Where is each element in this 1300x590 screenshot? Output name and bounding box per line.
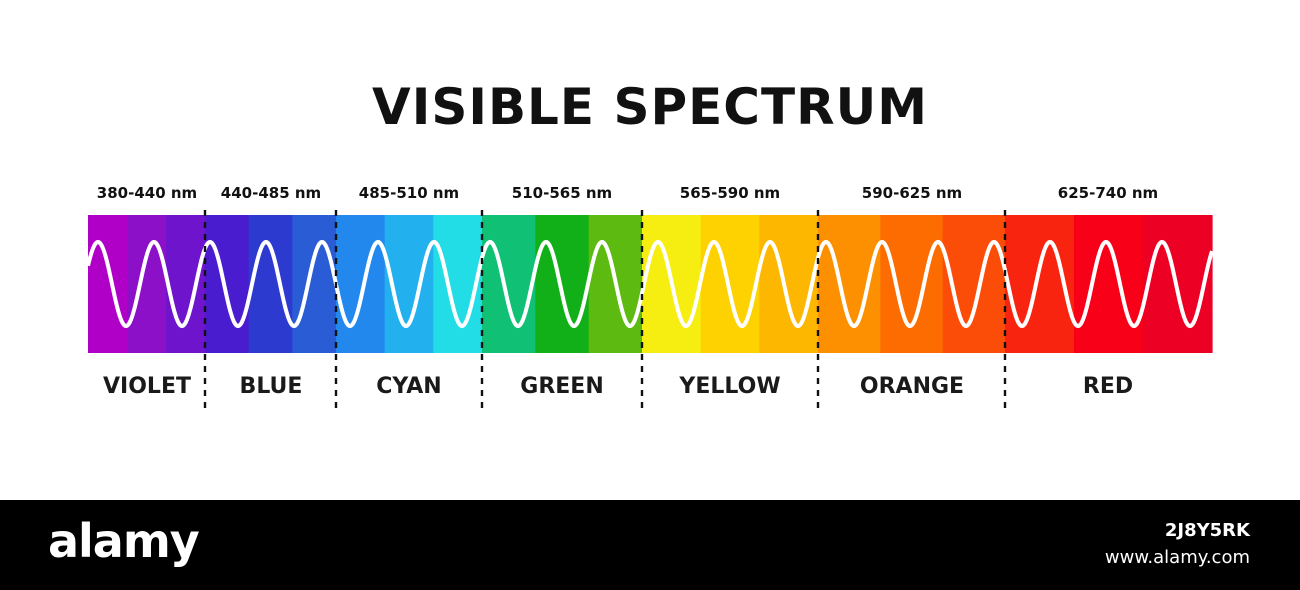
- color-label-orange: ORANGE: [859, 374, 965, 399]
- spectrum-segment-violet-3: [166, 215, 206, 353]
- color-label-red: RED: [1082, 374, 1134, 399]
- spectrum-segment-blue-2: [248, 215, 293, 353]
- spectrum-segment-orange-2: [880, 215, 944, 353]
- range-label-orange: 590-625 nm: [861, 184, 963, 202]
- diagram-canvas: VISIBLE SPECTRUM 380-440 nm 440-485 nm 4…: [86, 78, 1214, 412]
- watermark-footer: [0, 500, 1300, 590]
- spectrum-segment-yellow-2: [700, 215, 760, 353]
- color-label-blue: BLUE: [239, 374, 303, 399]
- spectrum-graphic: [86, 210, 1214, 412]
- spectrum-segment-blue-1: [205, 215, 250, 353]
- wave-line: [86, 239, 1214, 329]
- diagram-title: VISIBLE SPECTRUM: [372, 78, 928, 136]
- spectrum-segment-orange-1: [818, 215, 881, 353]
- range-label-cyan: 485-510 nm: [358, 184, 460, 202]
- range-label-red: 625-740 nm: [1057, 184, 1159, 202]
- color-label-green: GREEN: [520, 374, 604, 399]
- color-label-cyan: CYAN: [376, 374, 442, 399]
- spectrum-segment-green-2: [535, 215, 590, 353]
- spectrum-segment-cyan-1: [336, 215, 386, 353]
- alamy-logo: alamy: [48, 514, 200, 568]
- image-id-text: 2J8Y5RK: [1164, 520, 1250, 541]
- range-label-yellow: 565-590 nm: [679, 184, 781, 202]
- spectrum-segment-yellow-3: [759, 215, 819, 353]
- site-url-text: www.alamy.com: [1104, 547, 1250, 568]
- color-label-violet: VIOLET: [103, 374, 191, 399]
- spectrum-segment-violet-2: [127, 215, 167, 353]
- range-label-green: 510-565 nm: [511, 184, 613, 202]
- spectrum-segment-red-2: [1074, 215, 1144, 353]
- range-label-blue: 440-485 nm: [220, 184, 322, 202]
- spectrum-segment-blue-3: [292, 215, 337, 353]
- color-label-yellow: YELLOW: [679, 374, 781, 399]
- spectrum-segment-violet-1: [88, 215, 128, 353]
- spectrum-segment-green-1: [482, 215, 536, 353]
- range-label-violet: 380-440 nm: [96, 184, 198, 202]
